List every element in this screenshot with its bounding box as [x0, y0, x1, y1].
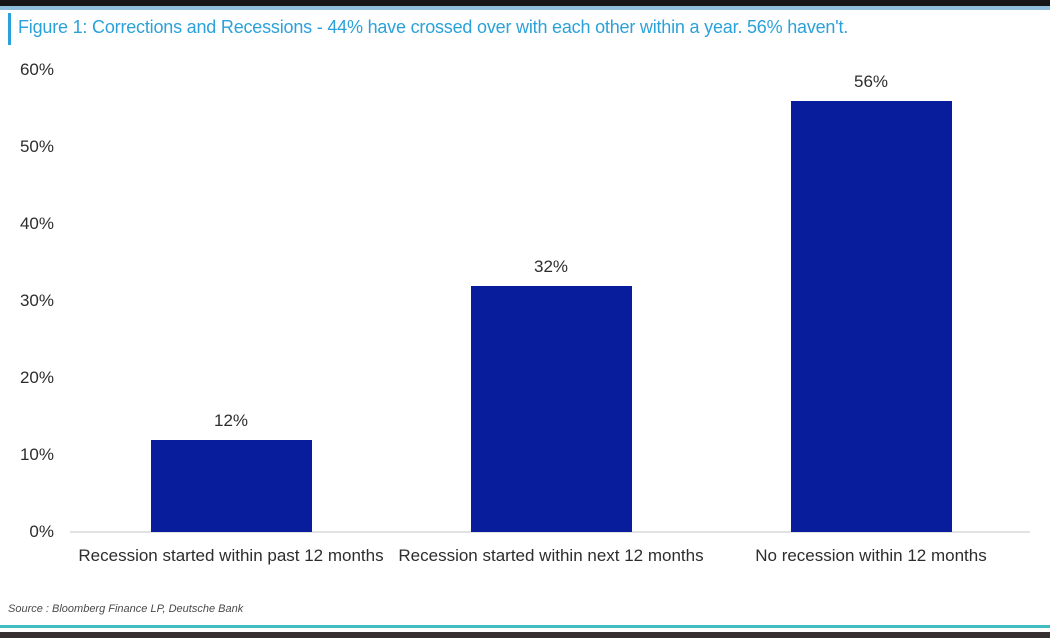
source-note: Source : Bloomberg Finance LP, Deutsche … [8, 603, 244, 615]
x-axis-baseline [70, 531, 1030, 533]
bottom-border-strip [0, 632, 1050, 638]
y-axis-tick-label: 20% [19, 368, 54, 387]
y-axis-tick-label: 0% [29, 522, 54, 541]
bar-3 [790, 100, 952, 532]
x-axis-category-label: Recession started within past 12 months [78, 546, 384, 565]
bottom-rule-line [0, 625, 1050, 628]
top-border-strip [0, 0, 1050, 6]
y-axis-tick-label: 60% [19, 60, 54, 79]
y-axis-tick-label: 40% [19, 214, 54, 233]
bar-value-label: 12% [213, 410, 249, 430]
figure-title: Figure 1: Corrections and Recessions - 4… [18, 17, 849, 37]
x-axis-category-label: No recession within 12 months [755, 546, 987, 565]
y-axis-tick-label: 10% [19, 445, 54, 464]
bar-value-label: 32% [533, 256, 569, 276]
title-accent-bar [8, 13, 11, 45]
y-axis-tick-label: 30% [19, 291, 54, 310]
bar-2 [470, 285, 632, 532]
x-axis-category-label: Recession started within next 12 months [398, 546, 704, 565]
top-rule-line [0, 6, 1050, 10]
bar-value-label: 56% [853, 71, 889, 91]
y-axis-tick-label: 50% [19, 137, 54, 156]
bar-1 [150, 439, 312, 532]
